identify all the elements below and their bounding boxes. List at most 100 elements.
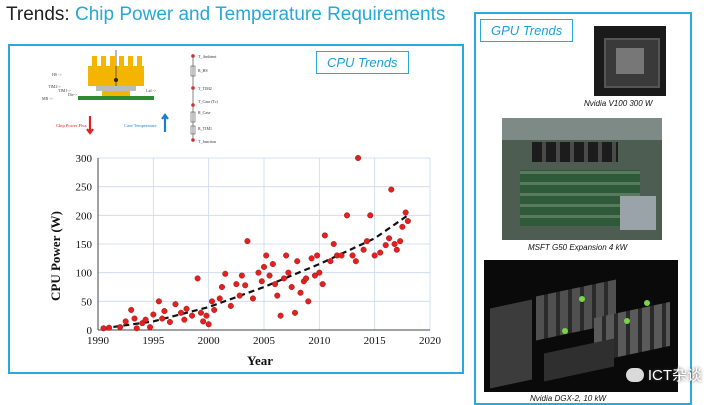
temperature-arrow-icon (161, 113, 169, 132)
chip-power-legend: Chip Power Flux (56, 123, 88, 128)
gpu-chip-photo (594, 26, 666, 96)
data-point (117, 324, 124, 331)
diagram-label: R_TIM1 (198, 126, 212, 131)
data-point (272, 281, 279, 288)
data-point (338, 252, 345, 259)
x-tick-label: 2005 (253, 335, 276, 347)
data-point (216, 295, 223, 302)
data-point (402, 209, 409, 216)
data-point (131, 315, 138, 322)
x-tick-label: 2015 (364, 335, 387, 347)
diagram-label: T_TIM2 (198, 86, 212, 91)
data-point (283, 252, 290, 259)
slide-title: Trends: Chip Power and Temperature Requi… (6, 4, 445, 26)
data-point (155, 298, 162, 305)
data-point (142, 316, 149, 323)
wechat-icon (625, 367, 644, 382)
diagram-label: TIM2-> (48, 84, 62, 89)
data-point (208, 298, 215, 305)
data-point (386, 235, 393, 242)
data-point (181, 316, 188, 323)
data-point (128, 306, 135, 313)
y-tick-label: 150 (76, 239, 93, 251)
x-tick-label: 1995 (142, 335, 165, 347)
diagram-label: Lid -> (146, 88, 157, 93)
cpu-panel-label: CPU Trends (316, 51, 409, 74)
data-point (360, 246, 367, 253)
diagram-label: T_Junction (198, 139, 216, 144)
y-tick-label: 300 (76, 153, 93, 165)
diagram-label: T_Ambient (198, 54, 217, 59)
die-layer (102, 91, 130, 96)
data-point (211, 306, 218, 313)
data-point (238, 272, 245, 279)
data-point (371, 252, 378, 259)
data-point (218, 283, 225, 290)
data-point (106, 324, 113, 331)
y-tick-label: 50 (81, 296, 93, 308)
data-point (397, 238, 404, 245)
x-tick-label: 1990 (87, 335, 110, 347)
data-point (266, 272, 273, 279)
diagram-label: R_Case (198, 110, 211, 115)
gpu-caption: Nvidia DGX-2, 10 kW (530, 394, 607, 403)
x-axis-label: Year (247, 353, 273, 368)
server-chassis-photo (502, 118, 662, 240)
data-point (316, 269, 323, 276)
tim-layer (96, 86, 136, 91)
data-point (249, 295, 256, 302)
data-point (363, 238, 370, 245)
data-point (308, 255, 315, 262)
data-point (263, 252, 270, 259)
data-point (367, 212, 374, 219)
data-point (399, 223, 406, 230)
watermark: ICT杂谈 (625, 364, 702, 385)
gpu-panel-label: GPU Trends (480, 19, 574, 42)
gpu-panel: GPU Trends Nvidia V100 300 W MSFT G50 Ex… (474, 12, 692, 405)
thermal-stack-diagram: HS -> TIM2-> TIM1-> Die-> MB -> Lid -> T… (42, 50, 218, 144)
data-point (274, 292, 281, 299)
data-point (377, 249, 384, 256)
data-point (388, 186, 395, 193)
x-tick-label: 2010 (308, 335, 331, 347)
data-point (227, 302, 234, 309)
data-point (382, 242, 389, 249)
data-point (100, 325, 107, 332)
data-point (222, 270, 229, 277)
data-point (166, 318, 173, 325)
data-point (319, 281, 326, 288)
data-point (327, 258, 334, 265)
data-point (404, 218, 411, 225)
cpu-panel: CPU Trends HS -> TIM2-> TIM1-> Die-> MB … (8, 44, 464, 374)
data-point (150, 311, 157, 318)
data-point (349, 252, 356, 259)
data-point (159, 315, 166, 322)
data-point (233, 281, 240, 288)
gpu-caption: MSFT G50 Expansion 4 kW (528, 243, 628, 252)
data-point (242, 282, 249, 289)
data-point (205, 321, 212, 328)
data-point (288, 283, 295, 290)
y-tick-label: 0 (87, 325, 93, 337)
power-arrow-icon (86, 116, 94, 135)
data-point (255, 269, 262, 276)
data-point (200, 318, 207, 325)
data-point (244, 238, 251, 245)
slide-title-prefix: Trends: (6, 4, 75, 25)
data-point (177, 309, 184, 316)
data-point (303, 275, 310, 282)
data-point (197, 309, 204, 316)
data-point (393, 246, 400, 253)
data-point (344, 212, 351, 219)
y-axis-label: CPU Power (W) (48, 211, 63, 301)
data-point (297, 289, 304, 296)
data-point (291, 309, 298, 316)
diagram-label: MB -> (42, 96, 54, 101)
case-temperature-legend: Case Temperature (124, 123, 156, 128)
data-point (133, 325, 140, 332)
x-tick-label: 2020 (419, 335, 442, 347)
motherboard-layer (78, 96, 154, 100)
data-point (321, 232, 328, 239)
data-point (305, 298, 312, 305)
data-point (194, 275, 201, 282)
